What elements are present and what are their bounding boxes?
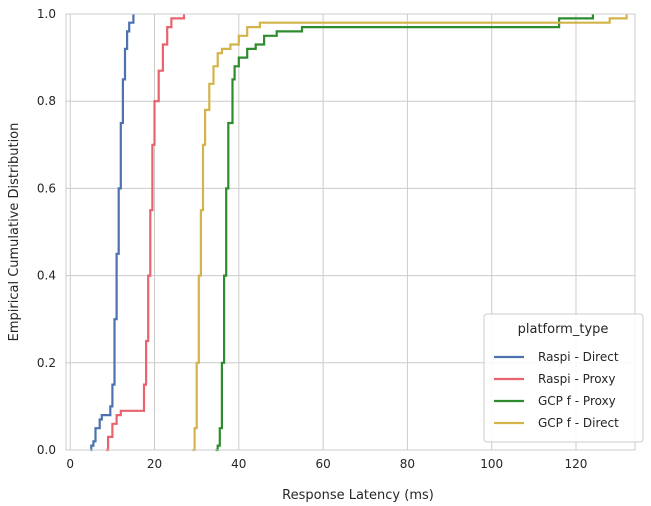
ecdf-line-raspi-proxy: [106, 14, 186, 452]
y-tick-label: 0.2: [37, 356, 56, 370]
y-axis-ticks: 0.0 0.2 0.4 0.6 0.8 1.0: [37, 7, 56, 457]
y-tick-label: 0.8: [37, 94, 56, 108]
x-axis-ticks: 0 20 40 60 80 100 120: [66, 457, 587, 471]
plot-area-border: [65, 13, 636, 451]
x-tick-label: 100: [480, 457, 503, 471]
y-tick-label: 0.0: [37, 443, 56, 457]
y-tick-label: 1.0: [37, 7, 56, 21]
x-axis-label: Response Latency (ms): [282, 488, 434, 503]
y-tick-label: 0.4: [37, 269, 56, 283]
legend-label-raspi-proxy: Raspi - Proxy: [538, 372, 615, 386]
legend-label-gcp-f-direct: GCP f - Direct: [538, 416, 619, 430]
y-axis-label: Empirical Cumulative Distribution: [7, 123, 22, 342]
y-tick-label: 0.6: [37, 181, 56, 195]
ecdf-line-raspi-direct: [90, 14, 135, 452]
x-tick-label: 20: [147, 457, 162, 471]
x-tick-label: 0: [66, 457, 74, 471]
legend-label-raspi-direct: Raspi - Direct: [538, 350, 619, 364]
ecdf-line-gcp-f-direct: [192, 14, 628, 452]
ecdf-line-gcp-f-proxy: [215, 14, 594, 452]
legend: platform_type Raspi - Direct Raspi - Prox…: [483, 313, 644, 443]
x-tick-label: 40: [231, 457, 246, 471]
series-lines: [90, 14, 628, 452]
legend-box: [483, 313, 644, 443]
x-tick-label: 80: [400, 457, 415, 471]
legend-label-gcp-f-proxy: GCP f - Proxy: [538, 394, 616, 408]
legend-title: platform_type: [518, 322, 609, 337]
x-tick-label: 120: [565, 457, 588, 471]
x-tick-label: 60: [315, 457, 330, 471]
